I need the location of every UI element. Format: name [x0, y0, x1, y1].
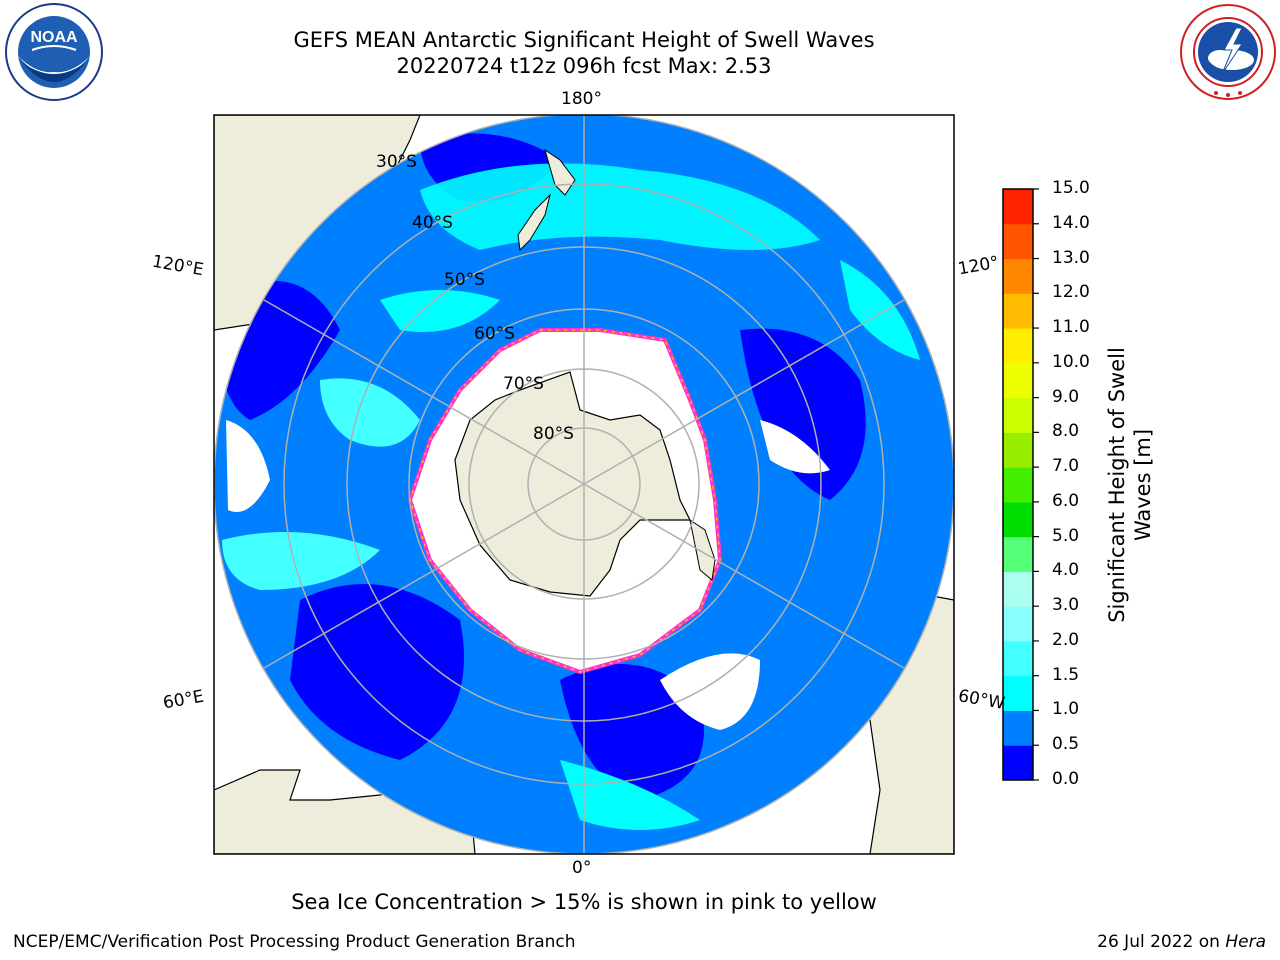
- map-frame: [213, 114, 955, 855]
- colorbar-tick-label: 0.5: [1052, 734, 1080, 755]
- colorbar-segment: [1003, 432, 1033, 468]
- colorbar-tick-label: 4.0: [1052, 560, 1080, 581]
- colorbar-tick-label: 8.0: [1052, 421, 1080, 442]
- colorbar-tick-label: 2.0: [1052, 629, 1080, 650]
- colorbar-label-text: Significant Height of Swell Waves [m]: [1105, 347, 1155, 623]
- meridian-60E-120W: [263, 299, 905, 669]
- colorbar-segment: [1003, 328, 1033, 364]
- colorbar-segment: [1003, 640, 1033, 677]
- nws-logo: [1180, 4, 1276, 100]
- colorbar-segment: [1003, 606, 1033, 642]
- colorbar-tick-label: 0.0: [1052, 769, 1080, 789]
- colorbar-tick-label: 15.0: [1052, 178, 1090, 198]
- colorbar-tick-label: 7.0: [1052, 456, 1080, 477]
- colorbar-segment: [1003, 258, 1033, 294]
- colorbar-tick-label: 9.0: [1052, 386, 1080, 407]
- lon-label-180: 180°: [561, 89, 602, 109]
- land-antarctica: [454, 371, 691, 597]
- footer-date-text: 26 Jul 2022 on: [1097, 932, 1226, 952]
- colorbar-tick-label: 11.0: [1052, 317, 1090, 338]
- colorbar-segment: [1003, 223, 1033, 260]
- colorbar: [1002, 188, 1039, 781]
- colorbar-segment: [1003, 571, 1033, 607]
- lat-label-80s: 80°S: [533, 424, 574, 444]
- no-data-patch: [660, 653, 760, 730]
- colorbar-tick-label: 1.5: [1052, 664, 1080, 685]
- no-data-patch: [760, 420, 830, 474]
- swell-zone-low: [740, 328, 866, 500]
- footer-machine: Hera: [1225, 932, 1266, 952]
- colorbar-tick-label: 10.0: [1052, 351, 1090, 372]
- land-new-zealand-south: [517, 193, 551, 252]
- colorbar-segment: [1003, 536, 1033, 572]
- swell-zone-high: [420, 163, 820, 250]
- colorbar-tick-label: 1.0: [1052, 699, 1080, 720]
- colorbar-frame: [1002, 188, 1034, 781]
- colorbar-segment: [1003, 501, 1033, 538]
- colorbar-segment: [1003, 710, 1033, 746]
- lat-label-70s: 70°S: [503, 374, 544, 394]
- colorbar-tick-label: 6.0: [1052, 490, 1080, 511]
- lat-label-60s: 60°S: [474, 324, 515, 344]
- lat-label-50s: 50°S: [444, 270, 485, 290]
- footer-date: 26 Jul 2022 on Hera: [1097, 932, 1266, 952]
- colorbar-segment: [1003, 293, 1033, 329]
- swell-zone-high: [320, 378, 420, 447]
- swell-zone-high: [222, 532, 380, 590]
- colorbar-tick-label: 5.0: [1052, 525, 1080, 546]
- colorbar-tick-label: 12.0: [1052, 282, 1090, 303]
- swell-zone-low: [560, 664, 704, 800]
- chart-title: GEFS MEAN Antarctic Significant Height o…: [293, 28, 875, 52]
- colorbar-tick-label: 14.0: [1052, 212, 1090, 233]
- lat-label-30s: 30°S: [376, 152, 417, 172]
- swell-zone-high: [560, 760, 700, 830]
- swell-zone-high: [840, 260, 920, 360]
- chart-subtitle: 20220724 t12z 096h fcst Max: 2.53: [396, 54, 772, 78]
- colorbar-segment: [1003, 745, 1033, 781]
- lon-label-0: 0°: [572, 858, 592, 878]
- no-data-patch: [226, 420, 270, 512]
- lat-label-40s: 40°S: [412, 213, 453, 233]
- sea-ice-note: Sea Ice Concentration > 15% is shown in …: [291, 890, 877, 914]
- footer-credit: NCEP/EMC/Verification Post Processing Pr…: [13, 932, 576, 952]
- colorbar-segment: [1003, 467, 1033, 503]
- noaa-logo: NOAA: [5, 3, 103, 101]
- colorbar-tick-label: 13.0: [1052, 247, 1090, 268]
- swell-zone-high: [380, 290, 500, 332]
- land-antarctic-peninsula: [689, 518, 716, 581]
- colorbar-segment: [1003, 675, 1033, 711]
- colorbar-segment: [1003, 362, 1033, 399]
- colorbar-segment: [1003, 397, 1033, 433]
- colorbar-segment: [1003, 189, 1033, 225]
- colorbar-tick-label: 3.0: [1052, 595, 1080, 616]
- noaa-logo-text: NOAA: [30, 29, 78, 46]
